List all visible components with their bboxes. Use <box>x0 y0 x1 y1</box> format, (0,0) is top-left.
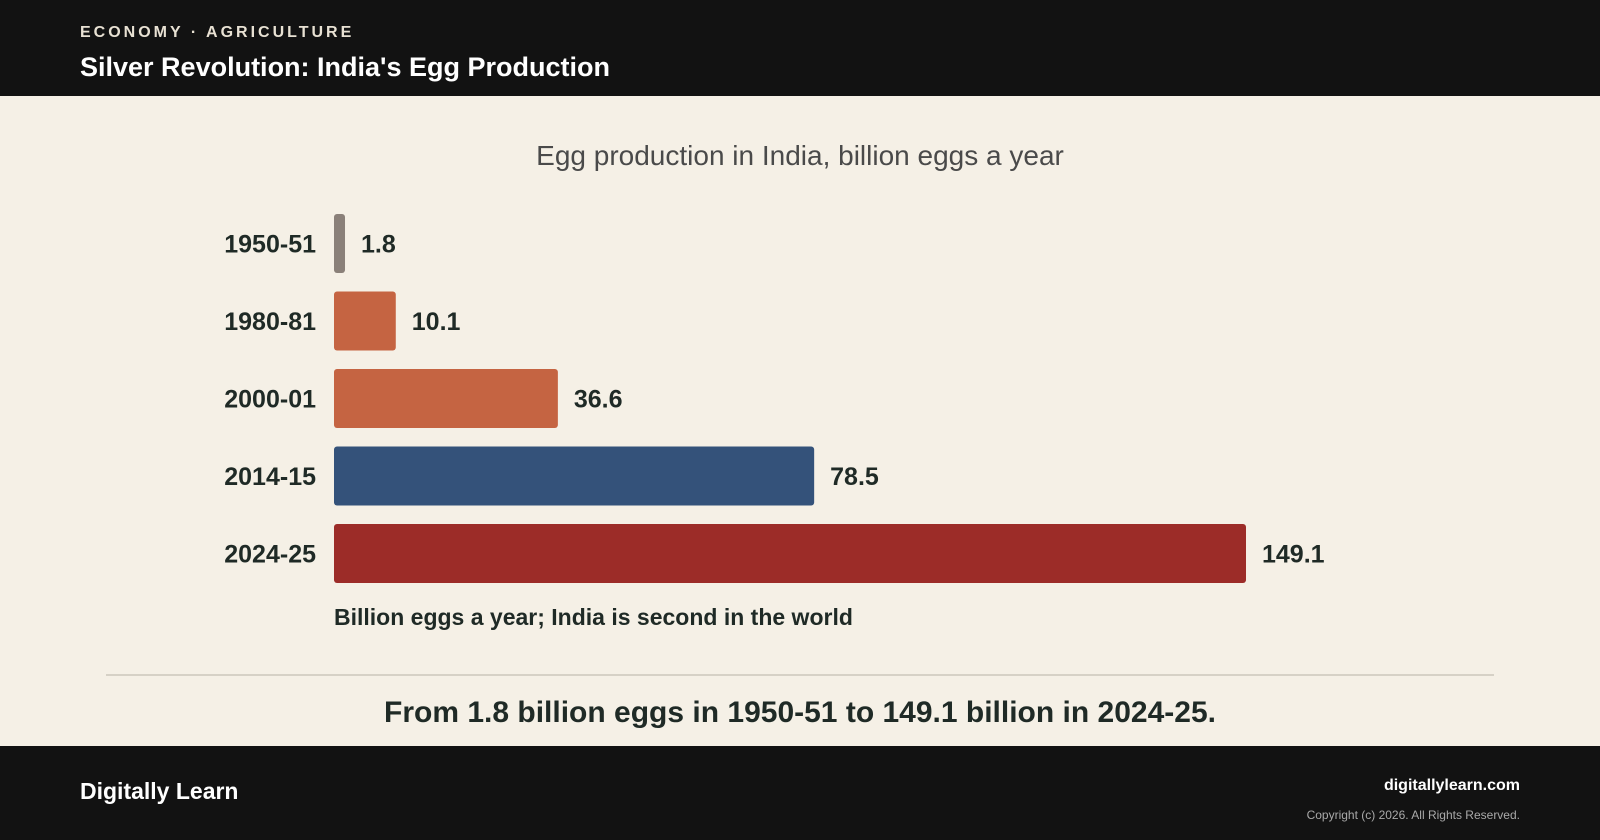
value-label: 1.8 <box>361 231 396 259</box>
page-title: Silver Revolution: India's Egg Productio… <box>80 52 610 82</box>
chart-title: Egg production in India, billion eggs a … <box>536 140 1064 171</box>
copyright-text: Copyright (c) 2026. All Rights Reserved. <box>1306 808 1520 822</box>
bar <box>334 214 346 273</box>
header-bar: ECONOMY · AGRICULTURE Silver Revolution:… <box>0 0 1600 96</box>
value-label: 10.1 <box>412 308 461 336</box>
section-kicker: ECONOMY · AGRICULTURE <box>80 24 355 41</box>
chart-axis-label: Billion eggs a year; India is second in … <box>334 604 853 630</box>
category-label: 2000-01 <box>224 386 316 414</box>
value-label: 78.5 <box>830 463 879 491</box>
bar <box>334 524 1246 583</box>
chart-takeaway: From 1.8 billion eggs in 1950-51 to 149.… <box>384 696 1216 729</box>
site-link[interactable]: digitallylearn.com <box>1383 777 1520 794</box>
footer-bar: Digitally Learn digitallylearn.com Copyr… <box>0 746 1600 840</box>
category-label: 2024-25 <box>224 541 316 569</box>
bar <box>334 369 558 428</box>
bar <box>334 446 815 506</box>
bar <box>334 291 396 351</box>
category-label: 2014-15 <box>224 463 316 491</box>
category-label: 1980-81 <box>224 308 316 336</box>
brand-name: Digitally Learn <box>80 778 239 804</box>
value-label: 149.1 <box>1262 541 1325 569</box>
value-label: 36.6 <box>574 386 623 414</box>
divider <box>106 674 1494 676</box>
bar-chart: 1950-51 1.8 1980-81 10.1 2000-01 36.6 2014-15 7… <box>224 214 1325 583</box>
category-label: 1950-51 <box>224 231 316 259</box>
